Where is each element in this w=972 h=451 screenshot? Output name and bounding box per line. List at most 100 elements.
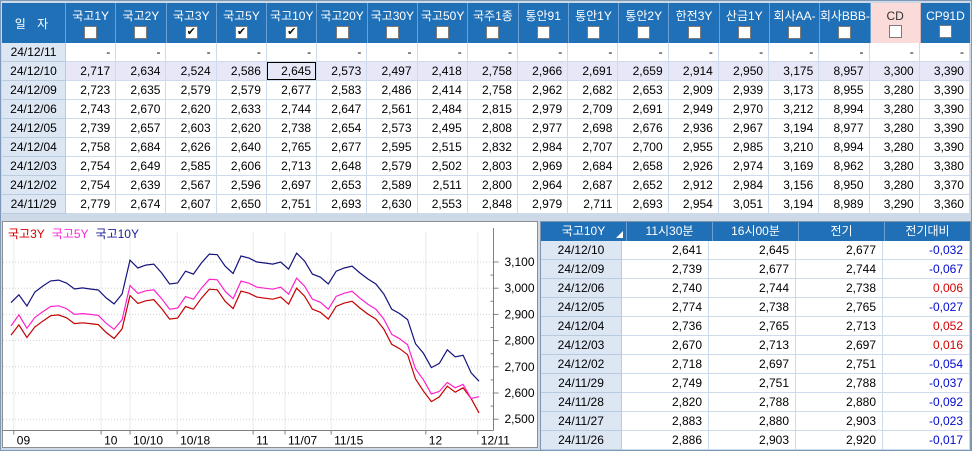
rate-cell[interactable]: -: [618, 43, 669, 62]
column-header-국고5Y[interactable]: 국고5Y ✔: [217, 3, 268, 43]
detail-1600-cell[interactable]: 2,903: [709, 431, 796, 450]
column-header-통안2Y[interactable]: 통안2Y: [619, 3, 670, 43]
rate-cell[interactable]: 2,974: [718, 157, 770, 176]
rate-cell[interactable]: 2,985: [718, 138, 770, 157]
column-checkbox[interactable]: [134, 26, 148, 39]
rate-cell[interactable]: 2,758: [66, 138, 117, 157]
rate-cell[interactable]: 2,914: [668, 62, 719, 81]
rate-cell[interactable]: 2,579: [166, 81, 217, 100]
rate-cell[interactable]: 2,765: [266, 138, 318, 157]
rate-cell[interactable]: 2,815: [467, 100, 518, 119]
rate-cell[interactable]: 2,949: [668, 100, 719, 119]
detail-header-3[interactable]: 전기: [799, 222, 885, 241]
rate-cell[interactable]: 2,754: [66, 176, 117, 195]
rate-cell[interactable]: 8,989: [819, 195, 870, 214]
rate-cell[interactable]: 3,156: [769, 176, 820, 195]
detail-1600-cell[interactable]: 2,788: [709, 393, 796, 412]
rate-cell[interactable]: 2,502: [417, 157, 468, 176]
detail-date-cell[interactable]: 24/12/04: [541, 317, 622, 336]
rate-cell[interactable]: 8,955: [819, 81, 870, 100]
column-checkbox[interactable]: [84, 26, 98, 39]
detail-date-cell[interactable]: 24/12/05: [541, 298, 622, 317]
detail-date-cell[interactable]: 24/12/09: [541, 260, 622, 279]
rate-cell[interactable]: 2,691: [568, 62, 619, 81]
rate-cell[interactable]: 2,711: [568, 195, 619, 214]
detail-prev-cell[interactable]: 2,788: [796, 374, 883, 393]
rate-cell[interactable]: 2,950: [718, 62, 770, 81]
rate-cell[interactable]: 2,984: [517, 138, 569, 157]
date-cell[interactable]: 24/12/10: [2, 62, 66, 81]
detail-date-cell[interactable]: 24/12/03: [541, 336, 622, 355]
rate-cell[interactable]: 2,579: [367, 157, 418, 176]
rate-cell[interactable]: 3,390: [919, 119, 970, 138]
column-header-회사AA-[interactable]: 회사AA-: [770, 3, 821, 43]
rate-cell[interactable]: 2,674: [116, 195, 167, 214]
rate-cell[interactable]: 3,280: [869, 157, 920, 176]
rate-cell[interactable]: 8,994: [819, 138, 870, 157]
column-checkbox[interactable]: [486, 26, 500, 39]
rate-cell[interactable]: 2,640: [216, 138, 267, 157]
rate-cell[interactable]: 2,515: [417, 138, 468, 157]
rate-cell[interactable]: 8,950: [819, 176, 870, 195]
detail-date-cell[interactable]: 24/11/28: [541, 393, 622, 412]
detail-1130-cell[interactable]: 2,886: [622, 431, 709, 450]
detail-prev-cell[interactable]: 2,765: [796, 298, 883, 317]
rate-cell[interactable]: 3,280: [869, 100, 920, 119]
rate-cell[interactable]: -: [417, 43, 468, 62]
detail-change-cell[interactable]: -0,092: [883, 393, 970, 412]
rate-cell[interactable]: 3,194: [769, 195, 820, 214]
column-header-국고2Y[interactable]: 국고2Y: [116, 3, 167, 43]
rate-cell[interactable]: 2,713: [266, 157, 318, 176]
rate-cell[interactable]: 2,676: [618, 119, 669, 138]
detail-prev-cell[interactable]: 2,677: [796, 241, 883, 260]
column-checkbox[interactable]: [586, 26, 600, 39]
column-header-산금1Y[interactable]: 산금1Y: [720, 3, 770, 43]
rate-cell[interactable]: 2,909: [668, 81, 719, 100]
rate-cell[interactable]: 3,173: [769, 81, 820, 100]
rate-cell[interactable]: 2,936: [668, 119, 719, 138]
detail-1130-cell[interactable]: 2,774: [622, 298, 709, 317]
rate-cell[interactable]: 2,589: [367, 176, 418, 195]
rate-cell[interactable]: 2,700: [618, 138, 669, 157]
detail-change-cell[interactable]: 0,006: [883, 279, 970, 298]
detail-1600-cell[interactable]: 2,744: [709, 279, 796, 298]
date-cell[interactable]: 24/12/06: [2, 100, 66, 119]
detail-date-cell[interactable]: 24/12/06: [541, 279, 622, 298]
detail-header-2[interactable]: 16시00분: [713, 222, 799, 241]
rate-cell[interactable]: 3,300: [869, 62, 920, 81]
rate-cell[interactable]: -: [869, 43, 920, 62]
detail-change-cell[interactable]: 0,052: [883, 317, 970, 336]
rate-cell[interactable]: 3,051: [718, 195, 770, 214]
column-checkbox[interactable]: [687, 26, 701, 39]
rate-cell[interactable]: 3,390: [919, 62, 970, 81]
rate-cell[interactable]: 2,677: [317, 138, 368, 157]
detail-prev-cell[interactable]: 2,738: [796, 279, 883, 298]
detail-change-cell[interactable]: -0,027: [883, 298, 970, 317]
column-checkbox[interactable]: [436, 26, 450, 39]
column-header-국고20Y[interactable]: 국고20Y: [317, 3, 368, 43]
column-checkbox[interactable]: [637, 26, 651, 39]
detail-1130-cell[interactable]: 2,820: [622, 393, 709, 412]
rate-cell[interactable]: 3,169: [769, 157, 820, 176]
detail-1130-cell[interactable]: 2,736: [622, 317, 709, 336]
rate-cell[interactable]: 3,280: [869, 81, 920, 100]
rate-cell[interactable]: 2,739: [66, 119, 117, 138]
detail-change-cell[interactable]: 0,016: [883, 336, 970, 355]
date-cell[interactable]: 24/12/05: [2, 119, 66, 138]
column-checkbox[interactable]: ✔: [285, 26, 299, 39]
detail-1130-cell[interactable]: 2,739: [622, 260, 709, 279]
date-cell[interactable]: 24/12/11: [2, 43, 66, 62]
rate-cell[interactable]: 2,707: [568, 138, 619, 157]
detail-prev-cell[interactable]: 2,697: [796, 336, 883, 355]
rate-cell[interactable]: 2,979: [517, 100, 569, 119]
detail-header-0[interactable]: 국고10Y: [541, 222, 627, 241]
rate-cell[interactable]: 2,970: [718, 100, 770, 119]
column-header-한전3Y[interactable]: 한전3Y: [669, 3, 720, 43]
detail-prev-cell[interactable]: 2,751: [796, 355, 883, 374]
detail-change-cell[interactable]: -0,017: [883, 431, 970, 450]
detail-1130-cell[interactable]: 2,670: [622, 336, 709, 355]
rate-cell[interactable]: 2,586: [216, 62, 267, 81]
rate-cell[interactable]: 2,553: [417, 195, 468, 214]
rate-cell[interactable]: 3,280: [869, 176, 920, 195]
rate-cell[interactable]: 2,620: [216, 119, 267, 138]
